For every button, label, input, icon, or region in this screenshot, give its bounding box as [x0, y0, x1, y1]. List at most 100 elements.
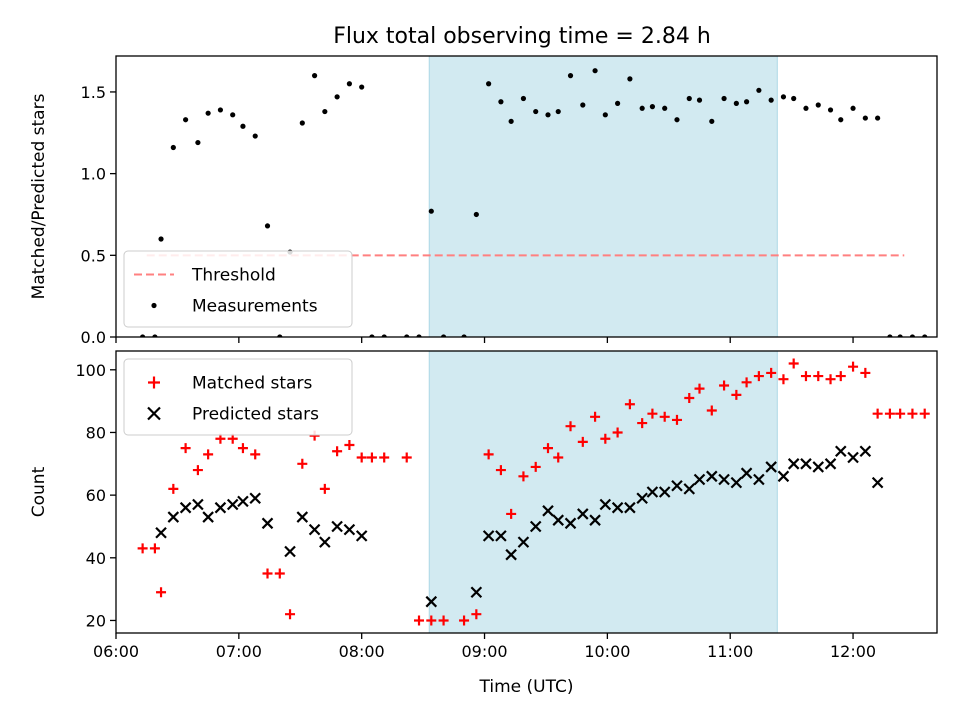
data-point — [740, 467, 753, 479]
data-point — [471, 609, 482, 620]
data-point — [884, 408, 895, 419]
data-point — [308, 523, 321, 536]
data-point — [470, 586, 483, 599]
series-2 — [155, 445, 884, 608]
data-point — [577, 508, 589, 520]
data-point — [721, 95, 727, 102]
data-point — [486, 81, 492, 87]
data-point — [730, 476, 743, 489]
data-point — [168, 483, 179, 494]
data-point — [517, 536, 530, 548]
legend-marker-swatch — [147, 406, 161, 421]
top-panel: 0.0 0.5 1.0 1.5 Matched/Predicted stars Thres… — [29, 55, 950, 347]
y-axis-label: Matched/Predicted stars — [29, 93, 49, 299]
data-point — [552, 514, 565, 526]
data-point — [530, 461, 541, 472]
data-point — [425, 595, 438, 608]
data-point — [862, 115, 868, 121]
data-point — [158, 236, 164, 242]
data-point — [706, 470, 718, 483]
data-point — [262, 568, 273, 579]
data-point — [299, 120, 305, 126]
data-point — [428, 208, 434, 214]
data-point — [942, 525, 952, 535]
legend: Matched stars Predicted stars — [123, 358, 353, 436]
data-point — [230, 112, 236, 118]
data-point — [577, 436, 588, 447]
series-1 — [140, 68, 950, 337]
data-point — [756, 87, 762, 93]
data-point — [426, 615, 437, 626]
y-tick-label: 1.0 — [81, 165, 106, 184]
data-point — [611, 501, 624, 514]
data-point — [167, 511, 180, 523]
data-point — [482, 530, 495, 542]
data-point — [627, 76, 633, 82]
data-point — [615, 100, 621, 106]
chart-title: Flux total observing time = 2.84 h — [333, 24, 711, 49]
data-point — [709, 118, 715, 124]
legend-label: Measurements — [192, 297, 318, 317]
axes-frame — [115, 350, 938, 634]
data-point — [170, 144, 176, 151]
data-point — [237, 443, 248, 454]
data-point — [264, 223, 271, 229]
legend-label: Matched stars — [192, 374, 312, 394]
data-point — [639, 105, 645, 111]
data-point — [825, 374, 836, 385]
data-point — [508, 118, 514, 124]
data-point — [296, 511, 309, 523]
data-point — [498, 99, 504, 105]
data-point — [636, 492, 648, 505]
data-point — [671, 479, 683, 492]
data-point — [803, 105, 809, 111]
data-point — [765, 461, 777, 473]
bottom-panel: 20 40 60 80 100 06:00 07:00 08:00 09:00 10:00 11:0… — [29, 350, 952, 697]
legend: Threshold Measurements — [123, 250, 353, 328]
data-point — [791, 95, 797, 102]
y-tick-label: 0.0 — [81, 328, 106, 347]
x-tick-label: 06:00 — [93, 642, 139, 661]
data-point — [156, 587, 167, 598]
data-point — [401, 452, 412, 463]
data-point — [592, 68, 598, 74]
data-point — [778, 374, 789, 385]
data-point — [612, 427, 623, 438]
data-point — [780, 94, 787, 100]
data-point — [637, 418, 648, 429]
data-point — [179, 501, 192, 514]
data-point — [777, 470, 790, 483]
data-point — [343, 523, 356, 536]
data-point — [529, 520, 542, 533]
data-point — [800, 371, 811, 382]
data-point — [565, 421, 576, 432]
data-point — [895, 408, 906, 419]
data-point — [274, 568, 285, 579]
data-point — [800, 458, 812, 470]
data-point — [647, 408, 658, 419]
data-point — [217, 107, 224, 113]
data-point — [871, 476, 884, 489]
data-point — [192, 465, 203, 476]
data-point — [753, 371, 764, 382]
data-point — [624, 501, 636, 514]
data-point — [495, 465, 506, 476]
data-point — [237, 495, 249, 508]
y-tick-label: 80 — [86, 423, 106, 442]
data-point — [741, 377, 752, 388]
data-point — [332, 446, 343, 457]
data-point — [731, 389, 742, 400]
data-point — [788, 358, 799, 369]
data-point — [719, 380, 730, 391]
data-point — [835, 371, 846, 382]
data-point — [192, 498, 204, 511]
legend-label: Threshold — [191, 266, 276, 286]
data-point — [506, 508, 517, 519]
data-point — [319, 536, 331, 548]
legend-label: Predicted stars — [192, 405, 319, 425]
data-point — [599, 498, 612, 511]
data-point — [366, 452, 377, 463]
data-point — [945, 174, 950, 179]
data-point — [646, 486, 659, 498]
